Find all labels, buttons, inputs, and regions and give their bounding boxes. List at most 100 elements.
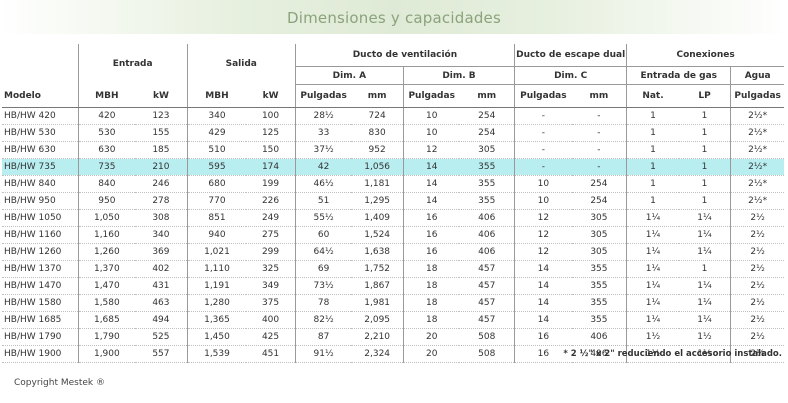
table-cell: 770: [186, 192, 247, 210]
table-cell: 123: [135, 107, 188, 125]
model-cell: HB/HW 1790: [2, 328, 79, 346]
header-dim-b: Dim. B: [402, 66, 515, 85]
table-row: HB/HW 1370 1,370 402 1,110 325 69 1,752 18 457 14…: [2, 260, 784, 278]
table-cell: 1¼: [678, 226, 731, 244]
table-cell: 1: [678, 141, 731, 159]
table-cell: 451: [246, 345, 296, 363]
table-cell: 830: [351, 124, 404, 142]
table-cell: 12: [402, 141, 460, 159]
page-title: Dimensiones y capacidades: [286, 9, 502, 27]
table-cell: 355: [571, 260, 627, 278]
table-cell: 1: [678, 260, 731, 278]
table-cell: 1: [626, 107, 679, 125]
table-cell: 463: [135, 294, 188, 312]
table-cell: 508: [459, 328, 515, 346]
table-cell: 51: [294, 192, 352, 210]
table-cell: 125: [246, 124, 296, 142]
table-cell: 254: [571, 175, 627, 193]
table-cell: 369: [135, 243, 188, 261]
table-cell: 16: [402, 226, 460, 244]
table-cell: 2½: [730, 243, 784, 261]
table-cell: 174: [246, 158, 296, 176]
model-cell: HB/HW 1900: [2, 345, 79, 363]
table-cell: 1,409: [351, 209, 404, 227]
model-cell: HB/HW 735: [2, 158, 79, 176]
table-cell: 305: [571, 226, 627, 244]
table-cell: 254: [571, 192, 627, 210]
table-cell: 431: [135, 277, 188, 295]
table-cell: 10: [402, 124, 460, 142]
table-cell: 60: [294, 226, 352, 244]
table-cell: 12: [514, 209, 572, 227]
table-cell: 1: [626, 175, 679, 193]
table-cell: 325: [246, 260, 296, 278]
table-cell: 73½: [294, 277, 352, 295]
table-cell: 1,867: [351, 277, 404, 295]
table-cell: 508: [459, 345, 515, 363]
header-ducto-ventilacion: Ducto de ventilación: [294, 44, 515, 67]
table-cell: 1,580: [77, 294, 136, 312]
table-cell: 1: [678, 158, 731, 176]
table-cell: 457: [459, 294, 515, 312]
table-cell: -: [571, 124, 627, 142]
table-cell: 1¼: [678, 209, 731, 227]
table-cell: 2½: [730, 226, 784, 244]
header-gas-nat: Nat.: [626, 84, 679, 108]
table-cell: 2½: [730, 277, 784, 295]
table-cell: 2½: [730, 328, 784, 346]
table-cell: 406: [571, 328, 627, 346]
table-cell: 1½: [626, 328, 679, 346]
table-cell: 78: [294, 294, 352, 312]
table-cell: 530: [77, 124, 136, 142]
table-row: HB/HW 1900 1,900 557 1,539 451 91½ 2,324 20 508 1…: [2, 345, 784, 363]
copyright: Copyright Mestek ®: [14, 378, 105, 388]
table-cell: 1,524: [351, 226, 404, 244]
header-entrada-kw: kW: [135, 84, 188, 108]
table-cell: 1,900: [77, 345, 136, 363]
table-cell: 510: [186, 141, 247, 159]
model-cell: HB/HW 840: [2, 175, 79, 193]
table-cell: 1,280: [186, 294, 247, 312]
table-cell: 185: [135, 141, 188, 159]
table-cell: 630: [77, 141, 136, 159]
table-cell: 305: [459, 141, 515, 159]
table-cell: 355: [571, 277, 627, 295]
table-cell: 406: [459, 209, 515, 227]
table-cell: 1¼: [626, 311, 679, 329]
model-cell: HB/HW 1685: [2, 311, 79, 329]
table-cell: 33: [294, 124, 352, 142]
table-cell: 406: [571, 345, 627, 363]
model-cell: HB/HW 1050: [2, 209, 79, 227]
header-modelo: Modelo: [2, 84, 79, 108]
header-dim-b-mm: mm: [459, 84, 515, 108]
table-cell: 28½: [294, 107, 352, 125]
table-cell: 1,450: [186, 328, 247, 346]
table-cell: 18: [402, 311, 460, 329]
table-cell: 305: [571, 243, 627, 261]
table-cell: 1,295: [351, 192, 404, 210]
table-cell: 1: [626, 124, 679, 142]
table-cell: 457: [459, 311, 515, 329]
table-cell: 87: [294, 328, 352, 346]
table-cell: 14: [514, 260, 572, 278]
table-cell: 1½: [626, 345, 679, 363]
header-dim-a: Dim. A: [294, 66, 404, 85]
model-cell: HB/HW 1370: [2, 260, 79, 278]
table-cell: 14: [514, 311, 572, 329]
table-cell: 1½: [678, 345, 731, 363]
model-cell: HB/HW 420: [2, 107, 79, 125]
table-cell: 2½*: [730, 158, 784, 176]
header-salida: Salida: [186, 44, 296, 85]
table-cell: 735: [77, 158, 136, 176]
table-cell: 20: [402, 328, 460, 346]
table-cell: 1,638: [351, 243, 404, 261]
table-cell: 210: [135, 158, 188, 176]
table-cell: 1: [678, 124, 731, 142]
table-cell: 595: [186, 158, 247, 176]
table-cell: 355: [571, 294, 627, 312]
table-cell: 1,981: [351, 294, 404, 312]
table-cell: 1¼: [626, 277, 679, 295]
table-cell: 2½*: [730, 192, 784, 210]
table-row: HB/HW 1260 1,260 369 1,021 299 64½ 1,638 16 406 1…: [2, 243, 784, 261]
table-cell: 46½: [294, 175, 352, 193]
